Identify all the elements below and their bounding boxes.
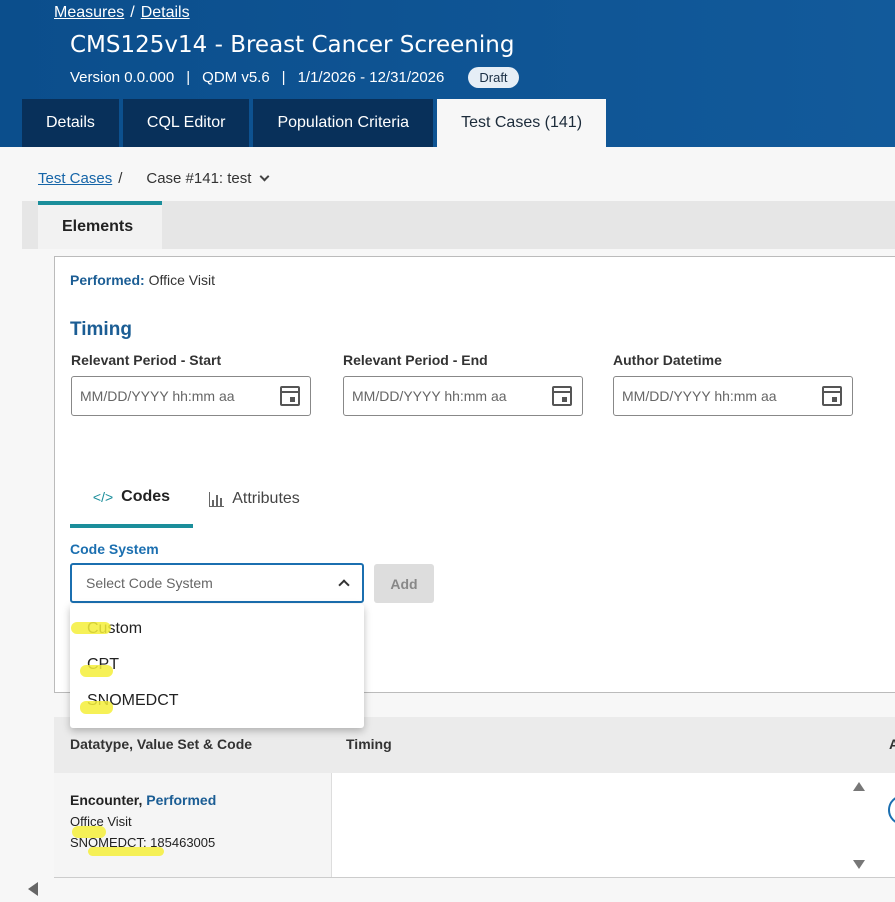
tab-codes[interactable]: </> Codes [70, 470, 193, 528]
tab-details[interactable]: Details [22, 99, 119, 147]
period-text: 1/1/2026 - 12/31/2026 [297, 69, 445, 86]
datatype-text: Encounter, Performed [70, 792, 331, 808]
option-custom[interactable]: Custom [87, 620, 143, 637]
performed-label: Performed: [70, 272, 145, 288]
column-header-datatype: Datatype, Value Set & Code [70, 736, 253, 752]
author-datetime-label: Author Datetime [613, 352, 722, 368]
scroll-left-icon[interactable] [28, 882, 38, 896]
table-row: Encounter, Performed Office Visit SNOMED… [54, 773, 895, 878]
relevant-period-end-input[interactable]: MM/DD/YYYY hh:mm aa [343, 376, 583, 416]
value-set-text: Office Visit [70, 814, 132, 829]
datatype-name: Encounter, [70, 792, 143, 808]
tab-elements[interactable]: Elements [38, 201, 162, 249]
input-placeholder: MM/DD/YYYY hh:mm aa [352, 388, 507, 404]
tab-cql-editor[interactable]: CQL Editor [122, 99, 250, 147]
calendar-icon[interactable] [280, 386, 300, 406]
option-cpt[interactable]: CPT [70, 647, 364, 683]
datatype-cell: Encounter, Performed Office Visit SNOMED… [54, 773, 332, 877]
performed-value: Office Visit [148, 272, 215, 288]
table-header: Datatype, Value Set & Code Timing A [54, 717, 895, 773]
row-scrollbar[interactable] [850, 773, 868, 877]
relevant-period-end-label: Relevant Period - End [343, 352, 488, 368]
datatype-kind: Performed [146, 792, 217, 808]
bar-chart-icon [209, 491, 225, 507]
case-selector[interactable]: Case #141: test [146, 170, 270, 187]
input-placeholder: MM/DD/YYYY hh:mm aa [622, 388, 777, 404]
test-case-breadcrumb: Test Cases / Case #141: test [38, 170, 270, 187]
meta-divider: | [281, 69, 286, 86]
code-system-label: Code System [70, 541, 159, 557]
relevant-period-start-input[interactable]: MM/DD/YYYY hh:mm aa [71, 376, 311, 416]
highlight-mark [80, 701, 113, 714]
measure-meta: Version 0.0.000 | QDM v5.6 | 1/1/2026 - … [70, 67, 519, 88]
chevron-down-icon [260, 171, 270, 182]
elements-tab-bar [22, 201, 895, 249]
timing-heading: Timing [70, 319, 132, 340]
scroll-down-icon[interactable] [853, 860, 865, 869]
status-badge: Draft [468, 67, 519, 88]
breadcrumb: Measures / Details [54, 4, 190, 22]
column-header-truncated: A [889, 736, 895, 752]
select-placeholder: Select Code System [86, 575, 213, 591]
breadcrumb-sep: / [118, 170, 123, 187]
code-system-dropdown: Custom CPT SNOMEDCT [70, 604, 364, 728]
tab-attributes[interactable]: Attributes [193, 470, 316, 528]
code-text: SNOMEDCT: 185463005 [70, 835, 216, 850]
meta-divider: | [186, 69, 191, 86]
add-code-button[interactable]: Add [374, 564, 434, 603]
page-title: CMS125v14 - Breast Cancer Screening [70, 32, 515, 58]
highlight-mark [72, 826, 106, 838]
option-snomedct[interactable]: SNOMEDCT [87, 692, 179, 709]
qdm-text: QDM v5.6 [202, 69, 270, 86]
breadcrumb-measures[interactable]: Measures [54, 4, 125, 21]
code-system-select[interactable]: Select Code System [70, 563, 364, 603]
element-subtabs: </> Codes Attributes [70, 470, 316, 528]
tab-attributes-label: Attributes [232, 490, 300, 507]
element-title: Performed: Office Visit [70, 272, 215, 288]
input-placeholder: MM/DD/YYYY hh:mm aa [80, 388, 235, 404]
code-icon: </> [92, 489, 114, 505]
breadcrumb-details[interactable]: Details [140, 4, 190, 21]
tab-test-cases[interactable]: Test Cases (141) [437, 99, 607, 147]
highlight-mark [80, 665, 113, 677]
version-text: Version 0.0.000 [70, 69, 175, 86]
highlight-mark [88, 847, 164, 856]
breadcrumb-sep: / [130, 4, 135, 21]
test-cases-link[interactable]: Test Cases [38, 170, 113, 187]
highlight-mark [71, 622, 111, 634]
scroll-up-icon[interactable] [853, 782, 865, 791]
measure-header: Measures / Details CMS125v14 - Breast Canc… [0, 0, 895, 147]
tab-population-criteria[interactable]: Population Criteria [253, 99, 434, 147]
chevron-up-icon [338, 579, 350, 591]
calendar-icon[interactable] [822, 386, 842, 406]
calendar-icon[interactable] [552, 386, 572, 406]
tab-codes-label: Codes [121, 488, 171, 505]
case-label: Case #141: test [146, 170, 252, 187]
author-datetime-input[interactable]: MM/DD/YYYY hh:mm aa [613, 376, 853, 416]
main-tabs: Details CQL Editor Population Criteria T… [22, 99, 610, 147]
column-header-timing: Timing [346, 736, 392, 752]
relevant-period-start-label: Relevant Period - Start [71, 352, 222, 368]
